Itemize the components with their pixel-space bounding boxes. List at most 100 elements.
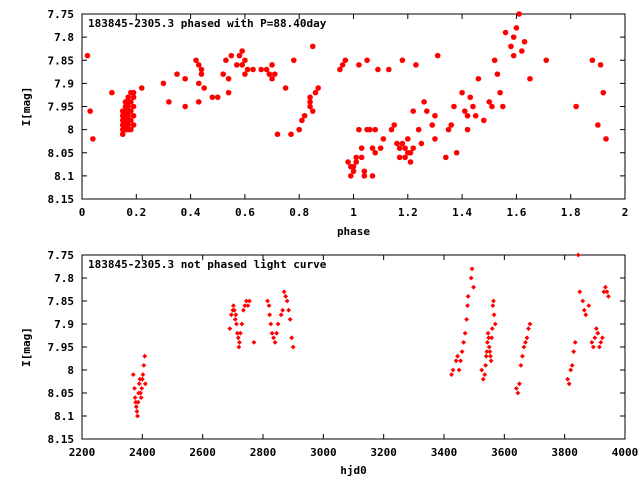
phased-data-point <box>130 89 137 96</box>
unphased-data-point <box>604 289 610 295</box>
phased-data-point <box>201 85 207 91</box>
unphased-data-point <box>523 340 528 345</box>
unphased-data-point <box>482 372 488 377</box>
unphased-data-point <box>275 321 281 327</box>
phased-data-point <box>462 108 468 114</box>
unphased-data-point <box>515 390 521 396</box>
unphased-data-point <box>235 335 241 341</box>
unphased-data-point <box>488 353 493 359</box>
unphased-x-tick-label: 3200 <box>370 446 397 459</box>
phased-data-point <box>130 122 137 128</box>
phased-data-point <box>223 57 229 64</box>
phased-data-point <box>603 136 609 142</box>
unphased-y-tick-label: 7.75 <box>48 249 75 262</box>
unphased-data-point <box>590 344 596 350</box>
phased-data-point <box>174 71 180 77</box>
unphased-plot-frame <box>81 254 626 440</box>
phased-data-point <box>453 149 460 156</box>
unphased-data-point <box>283 294 289 299</box>
phased-data-point <box>494 71 501 77</box>
unphased-data-point <box>139 386 145 391</box>
unphased-y-tick-label: 7.95 <box>48 341 75 354</box>
phased-data-point <box>380 136 387 142</box>
unphased-data-point <box>271 335 276 341</box>
unphased-data-point <box>577 289 583 295</box>
phased-data-point <box>309 108 316 114</box>
phased-data-point <box>182 103 188 110</box>
unphased-data-point <box>527 321 533 327</box>
phased-data-point <box>301 112 308 119</box>
phased-data-point <box>236 52 243 59</box>
phased-data-point <box>250 66 256 73</box>
phased-data-point <box>258 66 264 73</box>
unphased-data-point <box>265 298 270 304</box>
phased-data-point <box>263 66 270 73</box>
phased-data-point <box>138 85 145 91</box>
phased-data-point <box>337 66 343 73</box>
unphased-data-point <box>471 284 476 290</box>
unphased-data-point <box>278 312 284 318</box>
unphased-data-point <box>592 335 598 341</box>
unphased-data-point <box>133 404 139 410</box>
phased-data-point <box>225 89 232 96</box>
phased-data-point <box>128 108 134 114</box>
unphased-data-point <box>462 330 468 336</box>
phased-data-point <box>413 62 419 68</box>
phased-y-tick-label: 8.15 <box>48 193 75 206</box>
unphased-data-point <box>450 367 456 373</box>
phased-data-point <box>407 149 414 156</box>
phased-x-tick-label: 1.4 <box>452 206 472 219</box>
phased-data-point <box>429 122 436 128</box>
phased-data-point <box>421 99 427 105</box>
phased-data-point <box>130 103 137 110</box>
phased-data-point <box>510 34 517 40</box>
unphased-data-point <box>490 303 496 308</box>
phased-data-point <box>244 66 251 73</box>
unphased-data-point <box>140 372 146 377</box>
phased-data-point <box>448 122 455 128</box>
unphased-data-point <box>606 294 611 299</box>
unphased-data-point <box>231 307 237 313</box>
phased-data-point <box>375 66 381 73</box>
unphased-data-point <box>581 307 587 313</box>
unphased-data-point <box>569 363 575 368</box>
unphased-data-point <box>281 289 287 295</box>
unphased-x-tick-label: 4000 <box>612 446 639 459</box>
unphased-data-point <box>134 409 140 414</box>
unphased-data-point <box>599 335 605 341</box>
phased-data-point <box>391 122 398 128</box>
phased-data-point <box>339 62 346 68</box>
phased-data-point <box>299 117 305 124</box>
phased-data-point <box>399 140 406 147</box>
unphased-data-point <box>461 340 467 345</box>
unphased-data-point <box>239 321 245 327</box>
unphased-light-curve-plot: 2200 2400 2600 2800 3000 3200 3400 3600 3800 4000… <box>20 249 638 477</box>
unphased-data-point <box>602 284 608 290</box>
unphased-data-point <box>272 340 278 345</box>
unphased-y-axis-label: I[mag] <box>20 327 33 367</box>
phased-data-point <box>353 159 360 165</box>
phased-data-point <box>500 103 506 110</box>
phased-data-point <box>214 94 221 101</box>
unphased-data-point <box>489 326 495 331</box>
unphased-data-point <box>231 303 236 308</box>
phased-data-point <box>125 103 131 110</box>
unphased-data-point <box>575 252 581 258</box>
phased-y-tick-label: 7.95 <box>48 101 75 114</box>
phased-data-point <box>597 62 604 68</box>
unphased-data-point <box>572 340 578 345</box>
unphased-data-point <box>571 349 577 354</box>
phased-data-point <box>312 89 319 96</box>
unphased-data-point <box>596 344 602 350</box>
phased-y-tick-label: 7.8 <box>54 31 74 44</box>
phased-x-tick-label: 1 <box>350 206 357 219</box>
unphased-data-point <box>484 349 490 354</box>
unphased-data-point <box>593 326 599 331</box>
unphased-data-point <box>242 303 248 308</box>
unphased-data-point <box>491 312 497 318</box>
phased-data-point <box>84 52 91 59</box>
phased-x-axis-label: phase <box>337 225 370 238</box>
phased-data-point <box>358 154 365 161</box>
unphased-data-point <box>465 294 471 299</box>
phased-data-point <box>415 126 422 133</box>
